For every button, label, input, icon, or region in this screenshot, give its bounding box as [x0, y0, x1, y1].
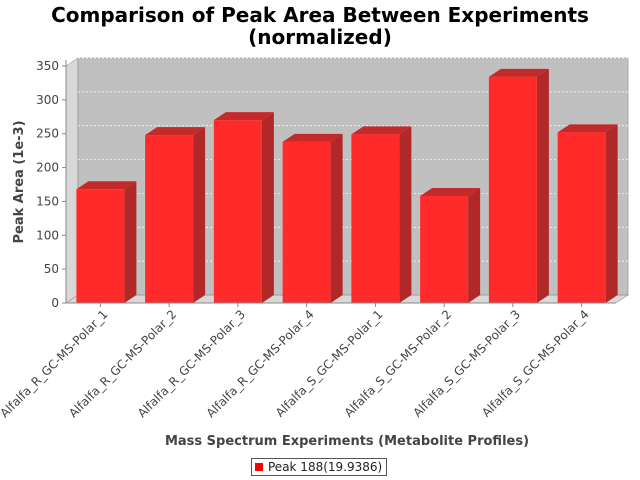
bar-front — [282, 141, 331, 303]
x-axis-label: Mass Spectrum Experiments (Metabolite Pr… — [165, 434, 529, 449]
bar-front — [213, 120, 262, 304]
x-tick-label: Alfalfa_R_GC-MS-Polar_1 — [0, 307, 110, 420]
legend-label: Peak 188(19.9386) — [268, 460, 383, 474]
bar-top — [557, 124, 618, 133]
bar-front — [76, 189, 125, 303]
bar-front — [488, 76, 537, 303]
bar-side — [193, 127, 206, 303]
bar-front — [351, 134, 400, 303]
bar — [351, 126, 412, 304]
chart-title-line-2: (normalized) — [248, 25, 392, 49]
bar-top — [488, 68, 549, 77]
y-axis-label: Peak Area (1e-3) — [12, 120, 27, 243]
plot-left-wall — [65, 57, 79, 304]
bar — [76, 181, 137, 303]
bar — [145, 127, 206, 303]
y-tick-label: 150 — [36, 194, 59, 208]
bar-side — [124, 181, 137, 303]
bar-side — [468, 188, 481, 303]
bar-top — [76, 181, 137, 190]
bar-top — [351, 126, 412, 135]
chart-title-line-1: Comparison of Peak Area Between Experime… — [51, 3, 589, 27]
x-axis: Alfalfa_R_GC-MS-Polar_1Alfalfa_R_GC-MS-P… — [0, 302, 616, 420]
y-tick-label: 300 — [36, 93, 59, 107]
bar-side — [605, 124, 618, 303]
bar-top — [282, 133, 343, 142]
bar-top — [420, 188, 481, 197]
bar-front — [557, 132, 606, 303]
y-tick-label: 350 — [36, 59, 59, 73]
bar — [213, 112, 274, 304]
bar-top — [213, 112, 274, 121]
bar — [557, 124, 618, 303]
legend-swatch — [255, 463, 263, 471]
bar — [420, 188, 481, 303]
y-tick-label: 200 — [36, 161, 59, 175]
bar — [488, 68, 549, 303]
y-tick-label: 0 — [51, 296, 59, 310]
bar-front — [420, 196, 469, 303]
bar-front — [145, 135, 194, 303]
bar-side — [536, 68, 549, 303]
legend: Peak 188(19.9386) — [251, 458, 388, 476]
bar-top — [145, 127, 206, 136]
y-tick-label: 100 — [36, 228, 59, 242]
y-axis: 0 50 100 150 200 250 300 350 — [36, 59, 67, 310]
bar — [282, 133, 343, 303]
bar-side — [399, 126, 412, 304]
bar-side — [330, 133, 343, 303]
y-tick-label: 250 — [36, 127, 59, 141]
bars — [76, 68, 618, 304]
y-tick-label: 50 — [44, 262, 59, 276]
bar-side — [261, 112, 274, 304]
